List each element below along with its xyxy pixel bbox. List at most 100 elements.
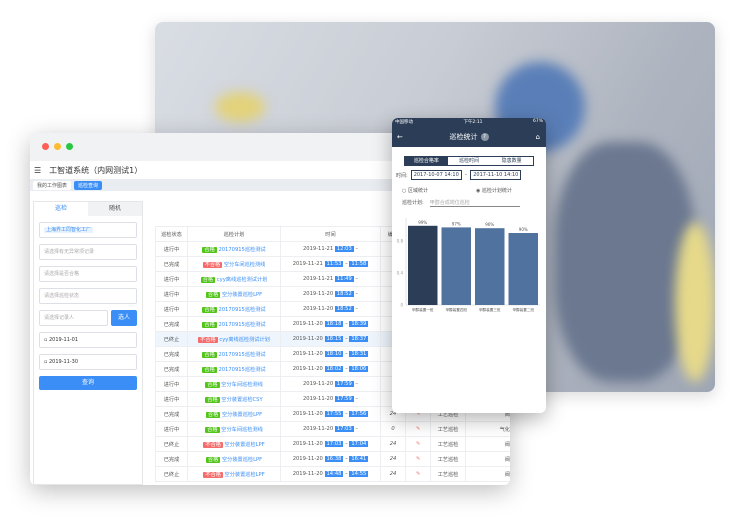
writer: 0 [380, 421, 406, 437]
plan-link[interactable]: 20170915巡检测试 [218, 306, 266, 313]
maximize-dot[interactable] [66, 143, 73, 150]
date: 2019-11-20 [302, 306, 334, 312]
bar [508, 233, 538, 305]
status: 进行中 [155, 271, 188, 287]
plan-label: 巡检计划: [402, 200, 424, 206]
radio-plan[interactable]: ◉ 巡检计划统计 [475, 188, 512, 194]
start-time: 18:52 [334, 291, 354, 297]
result-badge: 合格 [202, 351, 217, 358]
tab-inspection[interactable]: 巡检 [54, 205, 67, 212]
tab-workbench[interactable]: 我的工作图表 [33, 180, 72, 190]
status: 已终止 [155, 331, 188, 347]
abnormal-select[interactable]: 请选择有无异常项记录 [39, 244, 137, 260]
edit-icon[interactable]: ✎ [405, 451, 431, 467]
start-time: 18:02 [324, 366, 344, 372]
status-select[interactable]: 请选择巡检状态 [39, 288, 137, 304]
plan-link[interactable]: 20170915巡检测试 [218, 321, 266, 328]
query-button[interactable]: 查询 [39, 376, 137, 390]
table-row[interactable]: 已完成 合格 空分装置巡检LPF 2019-11-20 16:38 – 16:4… [155, 451, 510, 467]
seg-pass-rate[interactable]: 巡检合格率 [405, 157, 448, 165]
plan-link[interactable]: 空分装置巡检LPF [224, 471, 265, 478]
home-icon[interactable]: ⌂ [535, 132, 540, 141]
start-time: 17:59 [334, 381, 354, 387]
result-badge: 不合格 [202, 261, 223, 268]
date: 2019-11-20 [292, 336, 323, 342]
tab-random[interactable]: 随机 [88, 202, 142, 216]
date: 2019-11-20 [292, 456, 323, 462]
area: 气化工段 [465, 421, 510, 437]
date: 2019-11-20 [292, 471, 323, 477]
plan-link[interactable]: 20170915巡检测试 [218, 246, 266, 253]
category-label: 甲醇装置三班 [479, 307, 501, 312]
factory-select[interactable]: 上海界工同智化工厂 [39, 222, 137, 238]
plan-link[interactable]: 20170915巡检测试 [218, 351, 266, 358]
writer: 24 [380, 451, 406, 467]
y-tick-label: 0.8 [397, 239, 404, 244]
edit-icon[interactable]: ✎ [405, 466, 431, 482]
table-row[interactable]: 已终止 不合格 空分装置巡检LPF 2019-11-20 14:48 – 14:… [155, 466, 510, 482]
y-tick-label: 0.4 [397, 271, 404, 276]
category-label: 甲醇装置二班 [512, 307, 534, 312]
status: 已完成 [155, 361, 188, 377]
tab-inspection-query[interactable]: 巡检查询 [74, 180, 103, 190]
from-date[interactable]: 2017-10-07 14:10 [410, 170, 462, 180]
area: 阀体 [465, 451, 510, 467]
menu-icon[interactable]: ☰ [34, 165, 42, 175]
type: 工艺巡检 [430, 421, 466, 437]
minimize-dot[interactable] [54, 143, 61, 150]
col-plan: 巡检计划 [187, 226, 281, 242]
end-date-input[interactable]: ▫ 2019-11-30 [39, 354, 137, 370]
pass-rate-chart: 0 0.4 0.8 99% 甲醇装置一班 97% 甲醇装置四班 96% 甲醇装置三班 90% 甲醇装… [397, 218, 540, 312]
select-person-button[interactable]: 选人 [111, 310, 137, 326]
result-badge: 合格 [205, 426, 220, 433]
status: 进行中 [155, 376, 188, 392]
help-icon[interactable]: ? [480, 132, 489, 141]
plan-link[interactable]: 空分装置巡检LPF [221, 411, 263, 418]
table-row[interactable]: 进行中 合格 空分车间巡检测线 2019-11-20 17:03 – 0 ✎ 工… [155, 421, 510, 437]
plan-input[interactable]: 甲醇合成岗位巡检 [429, 199, 520, 207]
plan-link[interactable]: 空分装置巡检LPF [221, 456, 263, 463]
start-time: 12:03 [334, 246, 354, 252]
data-label: 90% [519, 227, 528, 232]
date: 2019-11-20 [302, 426, 334, 432]
result-badge: 合格 [205, 411, 221, 418]
bar [475, 228, 505, 305]
plan-link[interactable]: 空分装置巡检LPF [224, 441, 265, 448]
seg-time[interactable]: 巡检时间 [459, 158, 480, 164]
qualified-select[interactable]: 请选择是否合格 [39, 266, 137, 282]
area: 阀体 [465, 466, 510, 482]
plan-link[interactable]: 20170915巡检测试 [218, 366, 266, 373]
close-dot[interactable] [42, 143, 49, 150]
back-arrow-icon[interactable]: ← [397, 132, 403, 141]
plan-link[interactable]: 空分车间巡检测线 [221, 381, 263, 388]
plan-link[interactable]: 空分装置巡检LPF [221, 291, 263, 298]
edit-icon[interactable]: ✎ [405, 421, 431, 437]
radio-area[interactable]: ○ 区域统计 [402, 188, 428, 194]
plan-link[interactable]: cyy离线巡检测试计划 [219, 336, 270, 343]
start-date-input[interactable]: ▫ 2019-11-01 [39, 332, 137, 348]
data-label: 97% [452, 221, 461, 226]
status: 已终止 [155, 436, 188, 452]
plan-link[interactable]: 空分车间巡检测线 [221, 426, 263, 433]
edit-icon[interactable]: ✎ [405, 436, 431, 452]
status: 进行中 [155, 286, 188, 302]
start-time: 18:15 [324, 336, 344, 342]
plan-link[interactable]: 空分车间巡检测线 [223, 261, 266, 268]
plan-link[interactable]: cyy离线巡检测试计划 [216, 276, 268, 283]
to-date[interactable]: 2017-11-10 14:10 [470, 170, 522, 180]
date: 2019-11-20 [302, 381, 334, 387]
start-time: 18:18 [324, 321, 344, 327]
recorder-input[interactable]: 请选择记录人 [39, 310, 108, 326]
col-time: 时间 [280, 226, 381, 242]
table-row[interactable]: 已终止 不合格 空分装置巡检LPF 2019-11-20 17:03 – 17:… [155, 436, 510, 452]
date: 2019-11-21 [302, 276, 334, 282]
plan-link[interactable]: 空分装置巡检CSY [221, 396, 263, 403]
type: 工艺巡检 [430, 436, 466, 452]
area: 阀体 [465, 436, 510, 452]
factory-tag: 上海界工同智化工厂 [44, 227, 94, 233]
type: 工艺巡检 [430, 466, 466, 482]
end-time: 17:56 [349, 411, 369, 417]
seg-hazard[interactable]: 隐患数量 [501, 158, 522, 164]
start-time: 17:03 [324, 441, 344, 447]
start-time: 17:55 [324, 411, 344, 417]
